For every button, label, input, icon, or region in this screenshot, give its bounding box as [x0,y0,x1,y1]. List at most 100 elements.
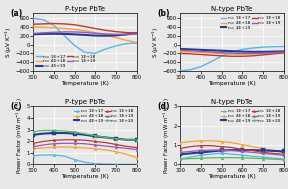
n= 1E+17 [189,156,192,158]
n= 1E+19 [114,33,118,36]
Line: n= 4E+18: n= 4E+18 [180,52,284,54]
n= 1E+18 [42,23,45,25]
n= 1E+19 [42,144,45,146]
n= 1E+19 [104,145,107,147]
n= 4E+19 [199,151,202,153]
n= 4E+18 [83,147,87,149]
Line: n= 1E+18: n= 1E+18 [33,23,137,33]
n= 1E+18 [83,139,87,141]
n= 1E+19 [73,142,76,144]
n= 4E+18 [94,32,97,34]
n= 1E+19 [52,31,56,33]
n= 1E+20 [199,157,202,159]
n= 1E+17 [62,34,66,37]
n= 1E+17 [189,69,192,71]
n= 1E+17 [240,154,244,156]
n= 1E+17 [209,60,213,63]
n= 4E+18 [31,26,35,28]
n= 1E+19 [251,151,254,153]
n= 1E+19 [135,148,139,151]
n= 4E+19 [199,49,202,51]
n= 1E+17 [178,70,182,72]
n= 1E+19 [272,52,275,54]
n= 4E+18 [230,53,234,55]
n= 4E+19 [178,48,182,50]
n= 4E+19 [209,150,213,153]
n= 4E+18 [104,34,107,36]
n= 4E+18 [135,156,139,159]
n= 4E+18 [114,36,118,39]
n= 4E+19 [261,149,265,152]
n= 1E+18 [73,24,76,26]
n= 4E+19 [52,132,56,134]
Line: n= 4E+19: n= 4E+19 [33,33,137,36]
n= 1E+17 [62,155,66,157]
n= 1E+17 [199,154,202,156]
n= 4E+18 [135,41,139,44]
n= 1E+17 [230,51,234,53]
n= 1E+20 [94,134,97,137]
n= 1E+19 [178,49,182,51]
n= 4E+18 [104,149,107,151]
n= 1E+18 [261,151,265,153]
Line: n= 1E+19: n= 1E+19 [33,32,137,34]
n= 1E+20 [251,157,254,159]
n= 1E+18 [189,53,192,55]
n= 4E+19 [125,139,128,141]
n= 4E+18 [178,142,182,144]
n= 1E+20 [261,157,265,160]
n= 1E+17 [83,161,87,163]
Line: n= 1E+18: n= 1E+18 [32,138,138,149]
n= 1E+19 [178,151,182,153]
n= 1E+18 [114,143,118,146]
n= 4E+18 [251,53,254,55]
n= 1E+19 [199,149,202,152]
n= 1E+17 [178,158,182,160]
n= 4E+19 [42,132,45,135]
n= 1E+19 [94,32,97,34]
n= 1E+18 [209,54,213,56]
n= 4E+19 [251,51,254,53]
Line: n= 1E+17: n= 1E+17 [179,152,285,160]
Legend: n= 1E+17, n= 4E+18, n= 4E+19, n= 1E+18, n= 1E+19: n= 1E+17, n= 4E+18, n= 4E+19, n= 1E+18, … [35,54,96,69]
n= 4E+18 [261,52,265,55]
n= 1E+19 [261,152,265,155]
X-axis label: Temperature (K): Temperature (K) [208,174,256,179]
n= 1E+20 [209,157,213,159]
n= 1E+20 [220,156,223,159]
n= 1E+17 [94,163,97,165]
n= 1E+18 [62,23,66,25]
n= 1E+18 [62,139,66,141]
n= 1E+18 [125,31,128,34]
n= 1E+20 [62,130,66,132]
n= 4E+18 [73,28,76,30]
n= 4E+18 [52,27,56,29]
n= 1E+20 [282,159,285,161]
n= 4E+19 [251,149,254,151]
n= 4E+18 [52,146,56,148]
n= 4E+19 [83,134,87,136]
n= 4E+19 [94,135,97,137]
Line: n= 4E+18: n= 4E+18 [32,146,138,159]
n= 4E+19 [125,33,128,36]
n= 4E+18 [209,52,213,54]
n= 1E+19 [31,32,35,35]
Title: P-type PbTe: P-type PbTe [65,6,105,12]
n= 1E+19 [62,142,66,144]
n= 1E+18 [272,53,275,55]
n= 4E+19 [135,32,139,34]
n= 1E+17 [125,43,128,45]
Line: n= 1E+19: n= 1E+19 [180,50,284,53]
n= 1E+17 [261,156,265,158]
n= 1E+20 [189,157,192,160]
n= 4E+19 [31,33,35,35]
n= 4E+18 [230,142,234,144]
n= 1E+17 [114,163,118,165]
n= 1E+17 [125,163,128,165]
n= 1E+19 [73,31,76,33]
n= 4E+18 [240,143,244,146]
n= 1E+19 [52,143,56,145]
n= 1E+17 [104,48,107,50]
n= 1E+17 [282,45,285,48]
n= 1E+19 [42,32,45,34]
